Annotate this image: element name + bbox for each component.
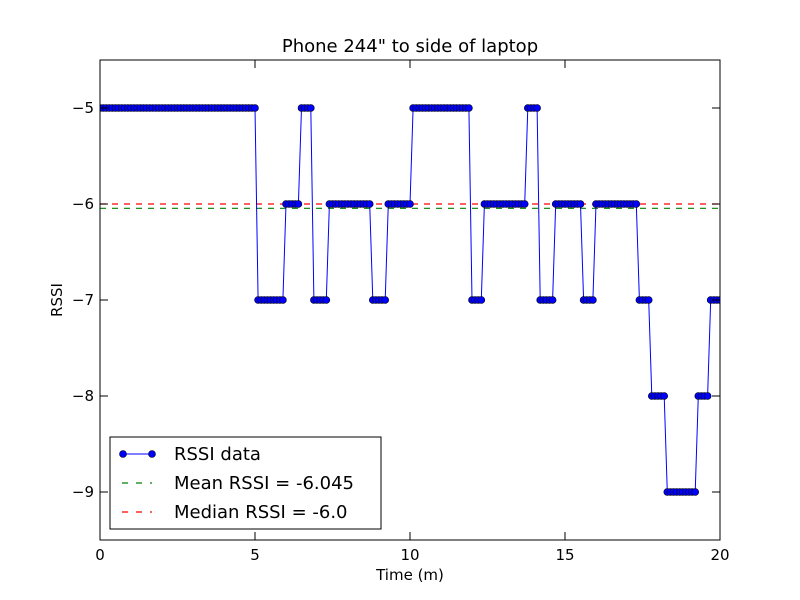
rssi-point — [306, 104, 315, 112]
y-axis-label: RSSI — [48, 283, 66, 317]
rssi-point — [660, 392, 669, 400]
legend-marker — [119, 450, 127, 458]
x-tick-label: 20 — [710, 546, 729, 564]
plot-area — [100, 104, 720, 496]
rssi-point — [381, 296, 390, 304]
rssi-point — [465, 104, 473, 112]
legend-marker — [148, 450, 156, 458]
legend-label: RSSI data — [174, 444, 261, 465]
legend-label: Median RSSI = -6.0 — [174, 502, 348, 523]
rssi-point — [576, 200, 585, 208]
rssi-point — [322, 296, 331, 304]
rssi-point — [548, 296, 557, 304]
axis-ticks: 0 5 10 15 20 −5 −6 −7 −8 −9 — [72, 60, 730, 564]
x-tick-label: 0 — [95, 546, 105, 564]
x-tick-label: 5 — [250, 546, 260, 564]
rssi-point — [279, 296, 287, 304]
x-tick-label: 15 — [555, 546, 574, 564]
rssi-series-line — [100, 107, 720, 493]
rssi-point — [477, 296, 486, 304]
rssi-point — [644, 296, 653, 304]
y-tick-label: −7 — [72, 291, 94, 309]
rssi-point — [520, 200, 529, 208]
rssi-point — [294, 200, 303, 208]
legend-label: Mean RSSI = -6.045 — [174, 473, 354, 494]
rssi-point — [691, 488, 700, 496]
y-tick-label: −8 — [72, 387, 94, 405]
y-tick-label: −5 — [72, 99, 94, 117]
x-axis-label: Time (m) — [375, 566, 444, 584]
rssi-point — [251, 104, 259, 112]
rssi-point — [589, 296, 597, 304]
rssi-point — [406, 200, 414, 208]
legend: RSSI data Mean RSSI = -6.045 Median RSSI =… — [109, 436, 382, 530]
rssi-point — [632, 200, 641, 208]
rssi-point — [703, 392, 712, 400]
chart-title: Phone 244" to side of laptop — [282, 36, 538, 57]
x-tick-label: 10 — [400, 546, 419, 564]
y-tick-label: −6 — [72, 195, 94, 213]
y-tick-label: −9 — [72, 483, 94, 501]
rssi-point — [533, 104, 541, 112]
rssi-point — [365, 200, 374, 208]
